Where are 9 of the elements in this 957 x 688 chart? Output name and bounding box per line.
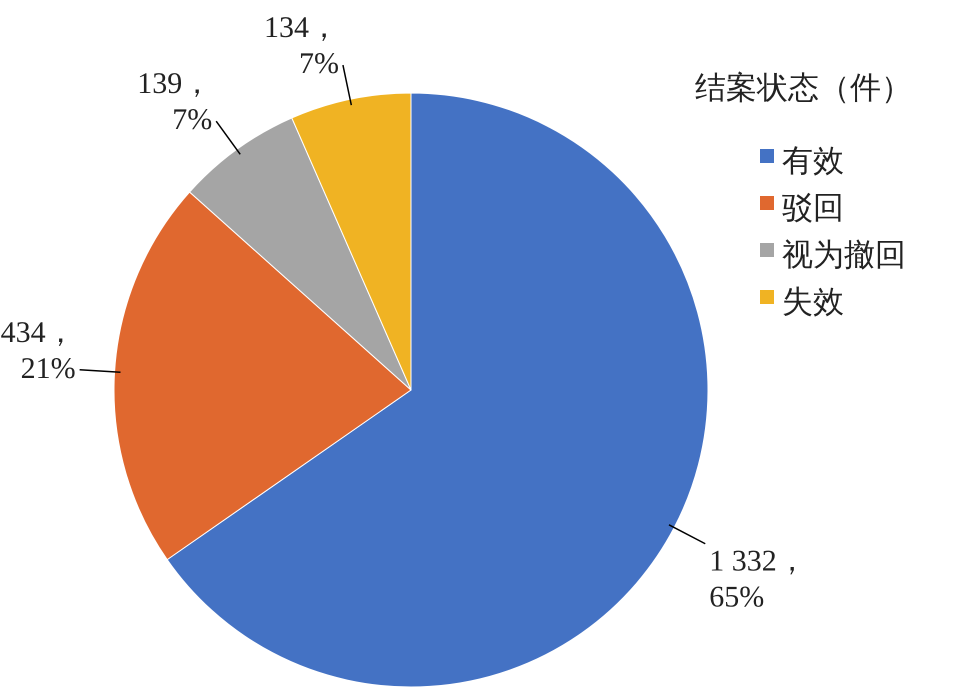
data-label: 134，7% [264, 11, 339, 80]
data-label: 434，21% [0, 316, 76, 385]
data-label: 139，7% [137, 67, 212, 136]
legend-label: 失效 [782, 284, 844, 319]
legend-title: 结案状态（件） [695, 70, 912, 105]
legend-label: 视为撤回 [782, 237, 906, 272]
legend-label: 有效 [782, 143, 844, 178]
data-label: 1 332，65% [709, 544, 807, 614]
legend-label: 驳回 [782, 190, 844, 225]
